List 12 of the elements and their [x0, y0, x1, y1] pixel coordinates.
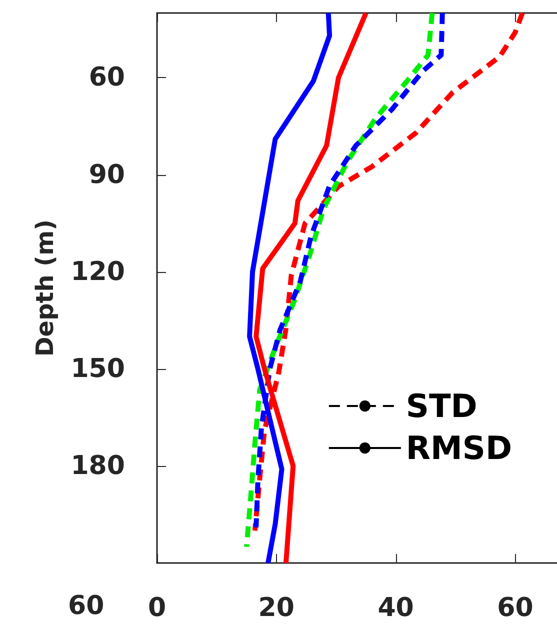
y-tick-label: 180	[70, 450, 125, 481]
y-axis-title: Depth (m)	[31, 219, 59, 357]
legend-label: RMSD	[406, 429, 512, 467]
y-tick-label: 60	[88, 62, 125, 93]
x-tick-label: 40	[378, 593, 414, 623]
x-tick-label: 0	[148, 593, 166, 623]
x-tick-label: 60	[497, 593, 534, 623]
legend-label: STD	[406, 387, 478, 425]
y-tick-label: 120	[70, 256, 125, 287]
y-tick-label: 150	[70, 354, 125, 384]
x-tick-label: 20	[258, 593, 294, 623]
y-tick-label: 90	[88, 160, 125, 190]
